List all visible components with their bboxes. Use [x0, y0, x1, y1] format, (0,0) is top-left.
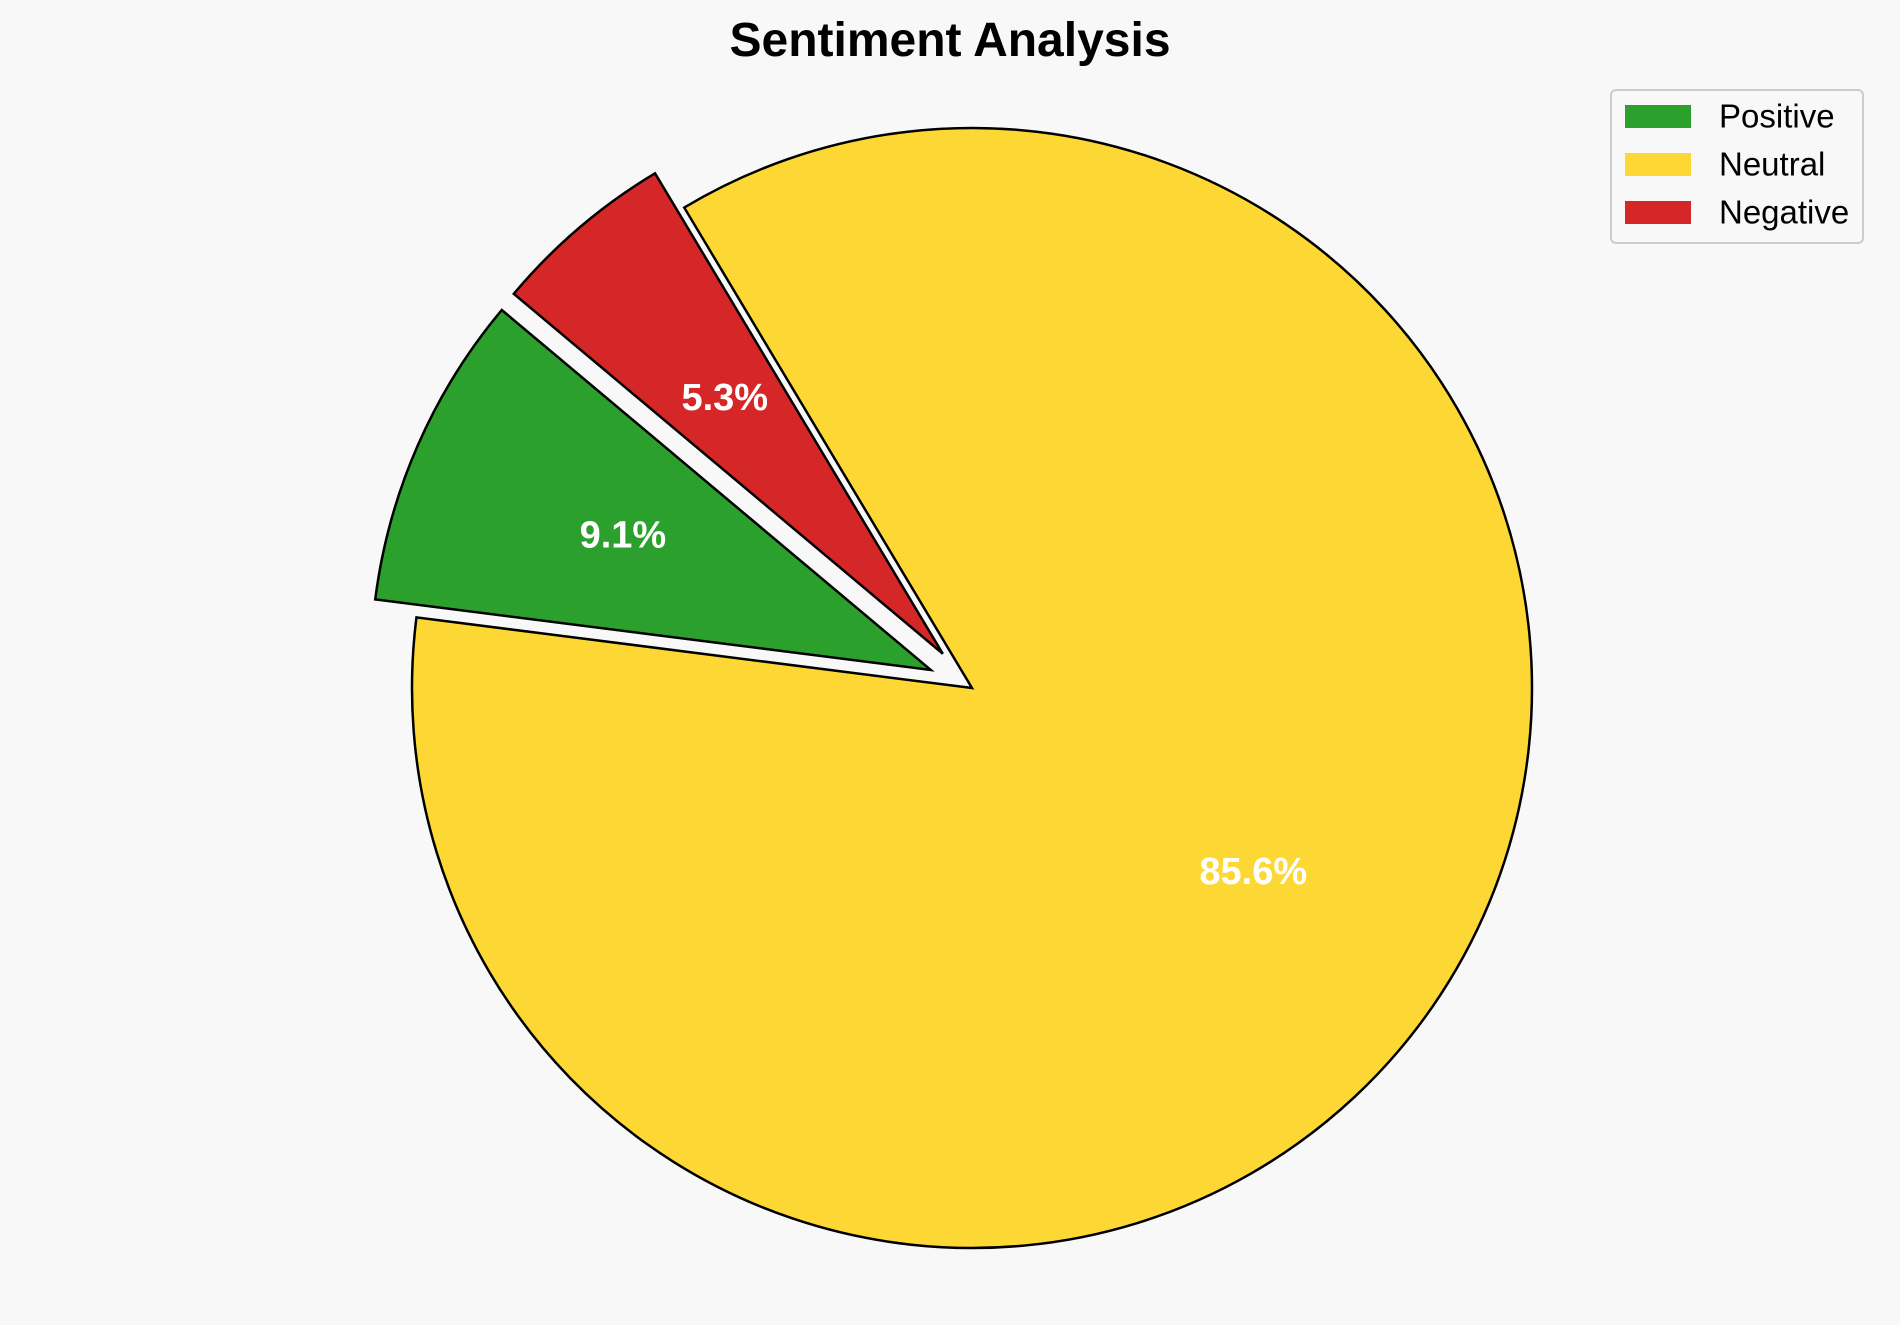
pie-slice-positive: [373, 308, 935, 672]
legend: Positive Neutral Negative: [1610, 89, 1864, 244]
legend-label-neutral: Neutral: [1719, 146, 1825, 183]
pie-slices: [373, 126, 1534, 1250]
legend-swatch-positive: [1625, 105, 1691, 128]
legend-label-positive: Positive: [1719, 98, 1835, 135]
pie-slice-negative: [512, 171, 944, 655]
legend-label-negative: Negative: [1719, 194, 1849, 231]
slice-label-neutral: 85.6%: [1199, 851, 1307, 893]
slice-label-positive: 9.1%: [580, 514, 667, 556]
legend-swatch-negative: [1625, 201, 1691, 224]
slice-labels: 9.1% 85.6% 5.3%: [580, 377, 1308, 893]
pie-slice-neutral: [410, 126, 1534, 1250]
slice-label-negative: 5.3%: [681, 377, 768, 419]
legend-swatch-neutral: [1625, 153, 1691, 176]
chart-title: Sentiment Analysis: [729, 14, 1170, 67]
